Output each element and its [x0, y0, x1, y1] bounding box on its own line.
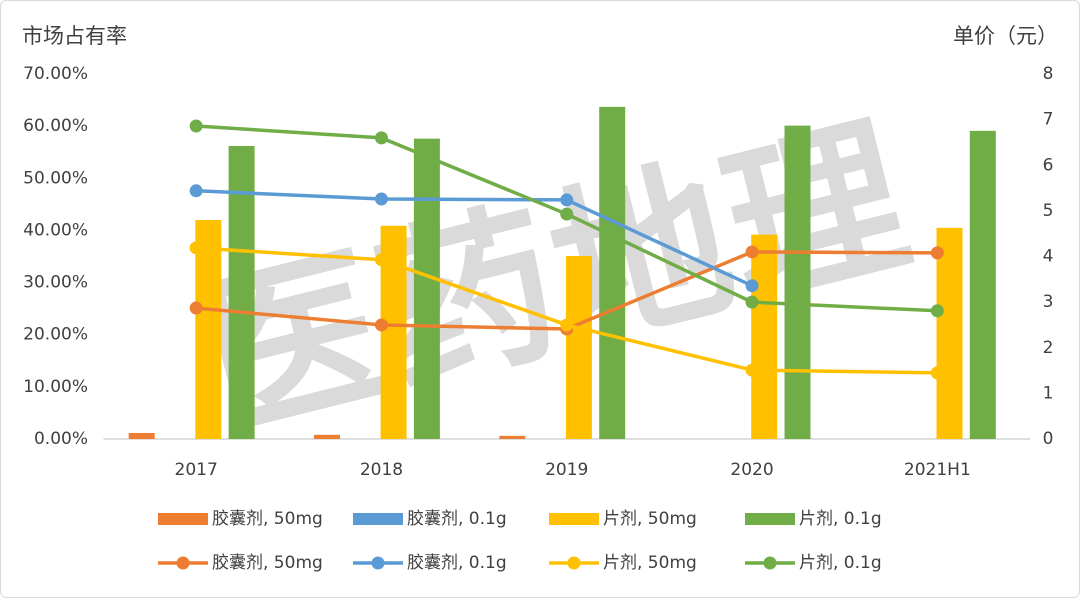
x-tick-label: 2020 [730, 460, 773, 480]
bar [784, 125, 811, 439]
y-tick-label: 50.00% [23, 168, 88, 188]
marker [745, 279, 759, 293]
legend-swatch [353, 513, 403, 525]
y2-tick-label: 0 [1043, 429, 1054, 449]
marker [189, 184, 203, 198]
y2-tick-label: 4 [1043, 247, 1054, 267]
bar [936, 227, 963, 439]
legend-label: 胶囊剂, 0.1g [407, 553, 507, 573]
marker [374, 253, 388, 267]
bar [499, 435, 526, 439]
y2-tick-label: 6 [1043, 155, 1054, 175]
marker [189, 301, 203, 315]
marker [189, 119, 203, 133]
marker [374, 192, 388, 206]
marker [745, 363, 759, 377]
y-tick-label: 60.00% [23, 116, 88, 136]
marker [189, 241, 203, 255]
marker [374, 131, 388, 145]
y-tick-label: 40.00% [23, 220, 88, 240]
legend-label: 胶囊剂, 50mg [212, 509, 323, 529]
y-tick-label: 30.00% [23, 273, 88, 293]
y-tick-label: 0.00% [34, 429, 88, 449]
marker [745, 245, 759, 259]
legend-label: 胶囊剂, 50mg [212, 553, 323, 573]
bar [565, 255, 592, 439]
marker [930, 366, 944, 380]
bar [751, 234, 778, 439]
x-tick-label: 2021H1 [904, 460, 971, 480]
bar [969, 130, 996, 440]
y-tick-label: 70.00% [23, 64, 88, 84]
x-tick-label: 2018 [360, 460, 403, 480]
line [196, 189, 753, 288]
legend-swatch [176, 556, 190, 570]
y2-tick-label: 7 [1043, 110, 1054, 130]
marker [560, 207, 574, 221]
legend-swatch [745, 513, 795, 525]
y-tick-label: 20.00% [23, 325, 88, 345]
legend-label: 片剂, 0.1g [799, 553, 882, 573]
y-tick-label: 10.00% [23, 377, 88, 397]
legend-label: 片剂, 50mg [603, 509, 697, 529]
bar [314, 434, 340, 439]
y2-tick-label: 1 [1043, 383, 1054, 403]
x-tick-label: 2017 [175, 460, 218, 480]
legend-swatch [567, 556, 581, 570]
y2-tick-label: 2 [1043, 338, 1054, 358]
x-tick-label: 2019 [545, 460, 588, 480]
legend-swatch [763, 556, 777, 570]
y2-tick-label: 5 [1043, 201, 1054, 221]
bar [413, 138, 440, 439]
marker [560, 318, 574, 332]
legend-swatch [371, 556, 385, 570]
marker [560, 193, 574, 207]
marker [745, 295, 759, 309]
marker [374, 318, 388, 332]
y2-axis-title: 单价（元） [953, 24, 1058, 48]
bar [228, 145, 255, 439]
y2-tick-label: 8 [1043, 64, 1054, 84]
legend-label: 片剂, 50mg [603, 553, 697, 573]
legend-label: 片剂, 0.1g [799, 509, 882, 529]
y2-tick-label: 3 [1043, 292, 1054, 312]
bar [195, 220, 222, 439]
marker [930, 304, 944, 318]
legend-swatch [549, 513, 599, 525]
bar [599, 106, 626, 439]
bar [128, 433, 155, 439]
legend-swatch [158, 513, 208, 525]
legend-label: 胶囊剂, 0.1g [407, 509, 507, 529]
y-axis-title: 市场占有率 [22, 24, 127, 48]
marker [930, 246, 944, 260]
